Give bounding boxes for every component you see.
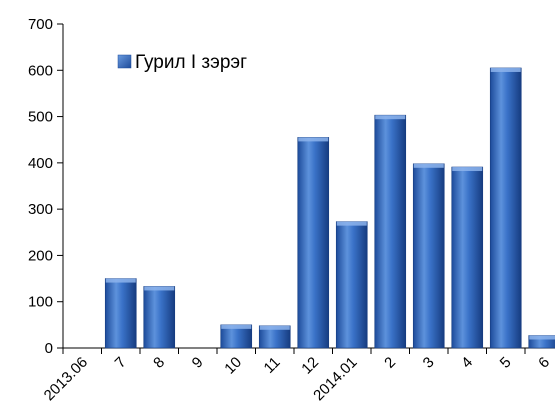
legend-label: Гурил I зэрэг bbox=[135, 52, 247, 73]
legend: Гурил I зэрэг bbox=[117, 52, 247, 73]
x-tick-label: 2 bbox=[381, 354, 399, 372]
y-tick-label: 0 bbox=[45, 340, 53, 357]
bar bbox=[528, 335, 555, 349]
bar bbox=[297, 137, 330, 349]
bar-cap bbox=[105, 278, 136, 283]
bar-cap bbox=[452, 167, 483, 172]
x-tick-label: 2014.01 bbox=[310, 354, 360, 404]
x-tick-label: 3 bbox=[420, 354, 438, 372]
x-tick-label: 7 bbox=[112, 354, 130, 372]
bar-cap bbox=[490, 67, 521, 72]
bar bbox=[451, 166, 484, 349]
bar-body bbox=[104, 278, 137, 349]
bar-cap bbox=[221, 324, 252, 329]
bar bbox=[220, 324, 253, 349]
bar bbox=[104, 278, 137, 349]
bar-cap bbox=[144, 286, 175, 291]
y-tick-label: 400 bbox=[28, 155, 53, 172]
bar bbox=[258, 325, 291, 349]
x-tick-label: 9 bbox=[189, 354, 207, 372]
bar bbox=[335, 221, 368, 349]
bar bbox=[143, 286, 176, 349]
y-axis: 0 100 200 300 400 500 600 700 bbox=[28, 16, 64, 357]
bar-cap bbox=[375, 115, 406, 120]
bar-body bbox=[489, 67, 522, 349]
bar-body bbox=[335, 221, 368, 349]
y-tick-label: 100 bbox=[28, 294, 53, 311]
bar-body bbox=[451, 166, 484, 349]
legend-swatch bbox=[117, 54, 132, 69]
bar bbox=[374, 114, 407, 349]
bar-cap bbox=[413, 163, 444, 168]
x-tick-label: 6 bbox=[535, 354, 553, 372]
y-tick-label: 500 bbox=[28, 109, 53, 126]
y-tick-label: 600 bbox=[28, 62, 53, 79]
x-tick-label: 10 bbox=[221, 354, 245, 378]
bar-body bbox=[297, 137, 330, 349]
y-tick-label: 200 bbox=[28, 247, 53, 264]
bar-body bbox=[412, 163, 445, 349]
y-tick-label: 300 bbox=[28, 201, 53, 218]
bar-cap bbox=[529, 335, 555, 340]
x-tick-label: 12 bbox=[298, 354, 322, 378]
bar bbox=[489, 67, 522, 349]
x-tick-label: 8 bbox=[150, 354, 168, 372]
bar-body bbox=[374, 114, 407, 349]
bar-cap bbox=[259, 325, 290, 330]
bar-cap bbox=[298, 137, 329, 142]
x-tick-label: 11 bbox=[261, 354, 284, 377]
bars bbox=[104, 67, 555, 349]
x-tick-label: 5 bbox=[497, 354, 515, 372]
bar-body bbox=[143, 286, 176, 349]
x-tick-label: 4 bbox=[458, 354, 476, 372]
x-tick-label: 2013.06 bbox=[41, 354, 91, 404]
bar bbox=[412, 163, 445, 349]
y-tick-label: 700 bbox=[28, 16, 53, 33]
bar-cap bbox=[336, 221, 367, 226]
